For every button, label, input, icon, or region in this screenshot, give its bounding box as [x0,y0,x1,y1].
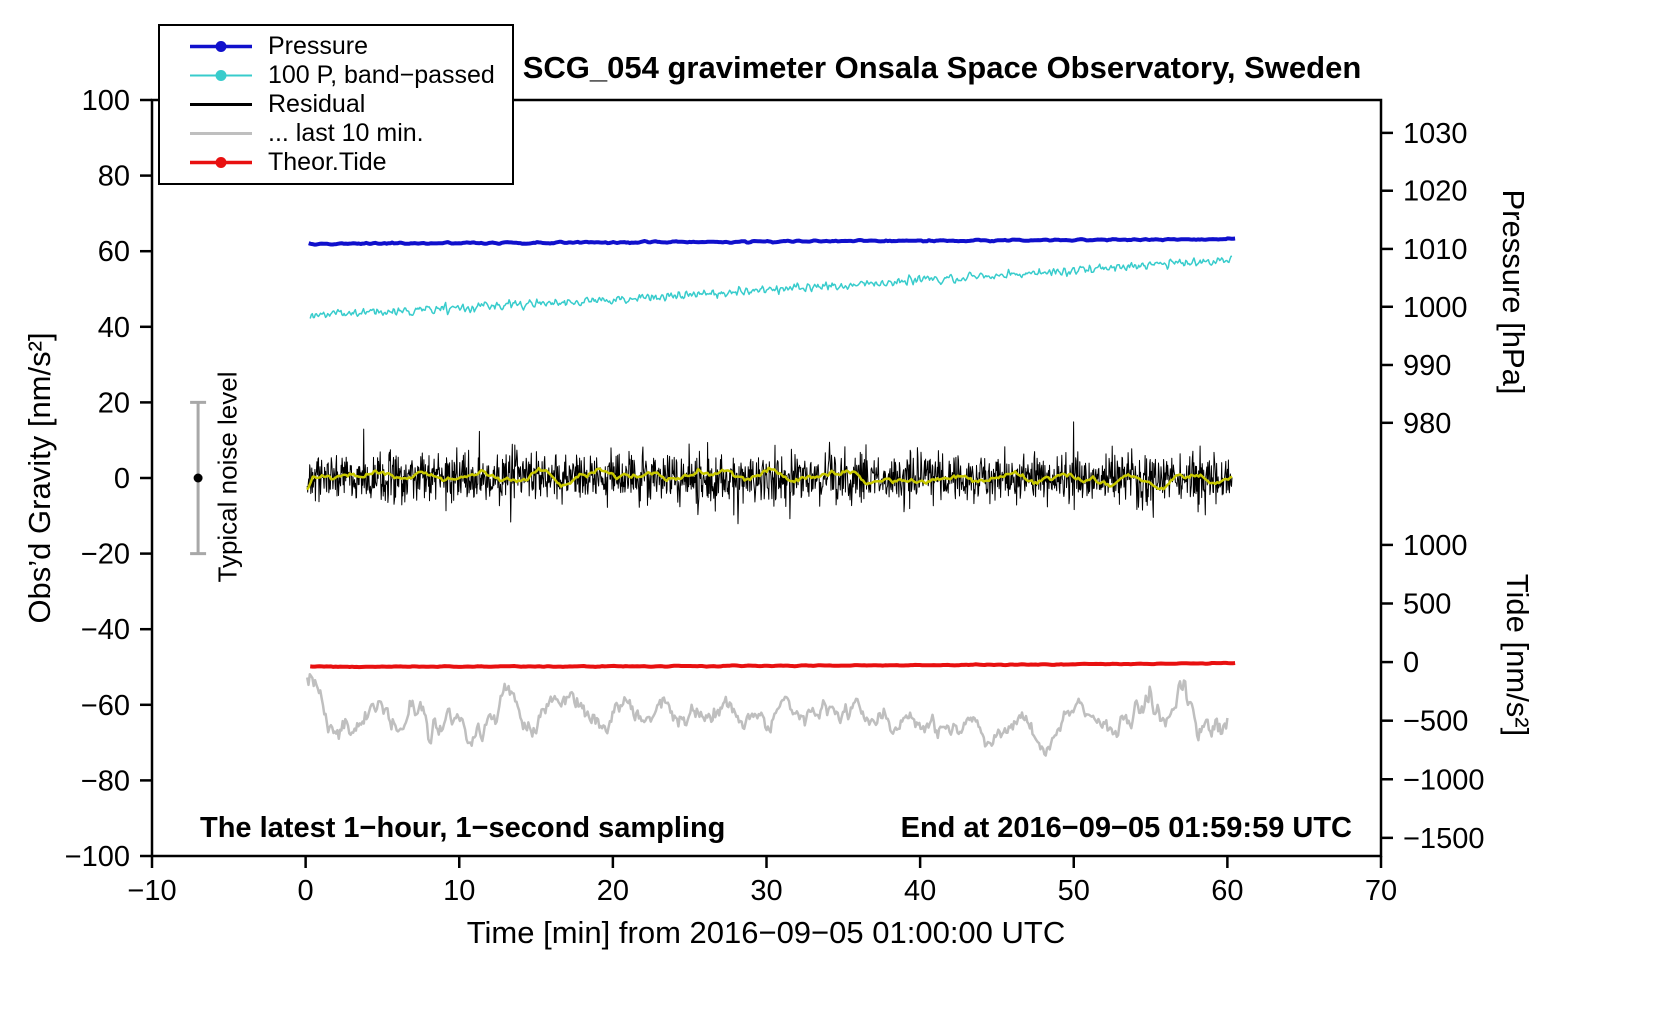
time-tick-label: −10 [127,875,176,907]
end-note: End at 2016−09−05 01:59:59 UTC [900,812,1352,844]
chart-title: SCG_054 gravimeter Onsala Space Observat… [522,50,1362,85]
gravity-tick-label: 20 [98,387,130,419]
gravity-tick-label: −20 [81,539,130,571]
noise-level-label: Typical noise level [212,371,243,583]
time-tick-label: 30 [750,875,782,907]
legend-item: Pressure [160,32,512,61]
gravity-tick-label: 80 [98,161,130,193]
pressure-tick-label: 980 [1403,408,1451,440]
series-pressure [308,236,1236,247]
tide-tick-label: −500 [1403,706,1468,738]
y-axis-label-gravity: Obs’d Gravity [nm/s²] [22,332,57,624]
gravity-tick-label: 100 [82,85,130,117]
tide-tick-label: 0 [1403,647,1419,679]
legend-marker [190,70,252,81]
legend-label: ... last 10 min. [268,119,424,147]
time-tick-label: 70 [1365,875,1397,907]
time-tick-label: 40 [904,875,936,907]
legend: Pressure 100 P, band−passed Residual... la… [158,24,514,185]
time-tick-label: 60 [1211,875,1243,907]
gravity-tick-label: −100 [65,841,130,873]
series-residual-smoothed [306,466,1233,491]
legend-marker [190,157,252,168]
time-tick-label: 50 [1058,875,1090,907]
time-tick-label: 0 [298,875,314,907]
legend-item: Residual [160,90,512,119]
gravity-tick-label: 60 [98,236,130,268]
noise-center-dot [193,473,203,483]
time-tick-label: 20 [597,875,629,907]
series-100-p-band-passed [309,255,1233,319]
legend-item: Theor.Tide [160,148,512,177]
series-residual [306,421,1233,525]
legend-item: ... last 10 min. [160,119,512,148]
y-axis-label-pressure: Pressure [hPa] [1496,189,1531,395]
legend-marker [190,103,252,106]
legend-dot [215,157,227,168]
tide-tick-label: 1000 [1403,530,1468,562]
tide-tick-label: 500 [1403,588,1451,620]
gravity-tick-label: −40 [81,614,130,646]
sampling-note: The latest 1−hour, 1−second sampling [200,812,726,844]
gravity-tick-label: 0 [114,463,130,495]
legend-label: Theor.Tide [268,148,387,176]
pressure-tick-label: 1010 [1403,234,1468,266]
gravity-tick-label: −60 [81,690,130,722]
legend-dot [215,70,227,81]
series-theor-tide [310,660,1236,670]
legend-label: Pressure [268,32,369,60]
y-axis-label-tide: Tide [nm/s²] [1500,573,1535,737]
legend-dot [215,41,227,52]
pressure-tick-label: 1000 [1403,292,1468,324]
legend-marker [190,41,252,52]
x-axis-label: Time [min] from 2016−09−05 01:00:00 UTC [466,915,1066,950]
tide-tick-label: −1000 [1403,764,1484,796]
pressure-tick-label: 990 [1403,350,1451,382]
series-last-10-min [305,673,1229,757]
gravity-tick-label: 40 [98,312,130,344]
pressure-tick-label: 1020 [1403,176,1468,208]
legend-label: 100 P, band−passed [268,61,495,89]
time-tick-label: 10 [443,875,475,907]
tide-tick-label: −1500 [1403,823,1484,855]
legend-item: 100 P, band−passed [160,61,512,90]
pressure-tick-label: 1030 [1403,118,1468,150]
gravity-tick-label: −80 [81,765,130,797]
legend-marker [190,132,252,135]
legend-label: Residual [268,90,366,118]
